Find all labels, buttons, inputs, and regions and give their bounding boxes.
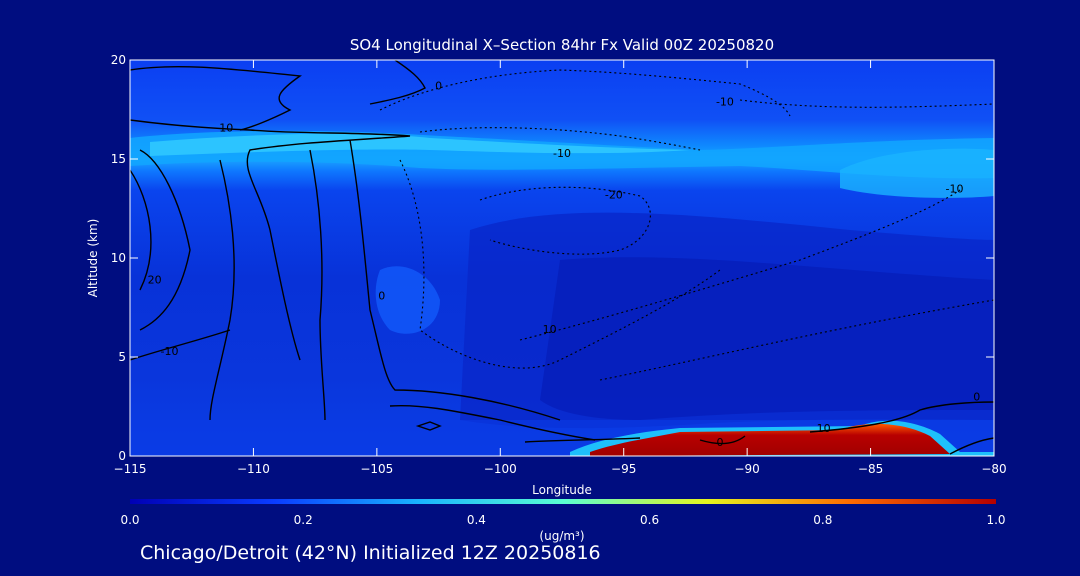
- y-tick-label: 5: [118, 350, 126, 364]
- contour-line: [524, 437, 641, 443]
- concentration-field: [130, 60, 994, 456]
- contour-line: [130, 169, 152, 291]
- emission-plume: [590, 423, 950, 456]
- x-tick-label: −80: [981, 462, 1006, 476]
- contour-line: [699, 435, 746, 445]
- colorbar-ticks: 0.0 0.2 0.4 0.6 0.8 1.0: [120, 513, 1005, 527]
- contour-labels: 10 0 -10 -10 -20 -10 20 0 10 -10 10 0 0: [148, 80, 981, 449]
- colorbar-label: (ug/m³): [539, 529, 584, 543]
- colorbar-tick-label: 0.8: [813, 513, 832, 527]
- contour-label: 10: [817, 422, 831, 435]
- contour-line: [419, 127, 701, 151]
- contour-line: [415, 421, 442, 431]
- contour-label: 10: [543, 323, 557, 336]
- contour-label: 0: [435, 80, 442, 93]
- contour-line: [389, 404, 596, 441]
- contour-line: [519, 189, 961, 341]
- x-tick-label: −85: [858, 462, 883, 476]
- contour-label: 10: [219, 121, 233, 134]
- y-tick-label: 0: [118, 449, 126, 463]
- contour-label: -10: [716, 96, 734, 109]
- x-tick-label: −100: [484, 462, 517, 476]
- contour-line: [139, 149, 191, 331]
- y-tick-label: 20: [111, 53, 126, 67]
- contour-label: -10: [946, 183, 964, 196]
- y-tick-label: 15: [111, 152, 126, 166]
- contour-line: [369, 60, 426, 105]
- colorbar-tick-label: 0.6: [640, 513, 659, 527]
- y-tick-label: 10: [111, 251, 126, 265]
- colorbar-tick-label: 0.0: [120, 513, 139, 527]
- colorbar: [130, 499, 996, 504]
- contour-lines: [130, 60, 994, 455]
- contour-line: [399, 159, 721, 369]
- contour-label: 20: [148, 274, 162, 287]
- contour-line: [349, 139, 561, 421]
- y-axis-label: Altitude (km): [86, 219, 100, 298]
- contour-line: [209, 159, 235, 421]
- colorbar-tick-label: 0.2: [294, 513, 313, 527]
- x-tick-label: −105: [360, 462, 393, 476]
- x-tick-label: −110: [237, 462, 270, 476]
- contour-label: 0: [973, 391, 980, 404]
- x-axis-label: Longitude: [532, 483, 592, 497]
- contour-label: 0: [716, 436, 723, 449]
- colorbar-tick-label: 1.0: [986, 513, 1005, 527]
- run-subtitle: Chicago/Detroit (42°N) Initialized 12Z 2…: [140, 542, 601, 564]
- contour-line: [130, 119, 411, 361]
- low-dark-region: [540, 257, 994, 420]
- contour-label: -10: [553, 147, 571, 160]
- x-tick-label: −115: [114, 462, 147, 476]
- contour-line: [379, 69, 791, 117]
- contour-line: [130, 65, 302, 131]
- contour-line: [130, 329, 231, 361]
- y-axis: 0 5 10 15 20: [111, 53, 994, 463]
- contour-label: 0: [378, 290, 385, 303]
- contour-line: [739, 99, 994, 108]
- contour-label: -10: [161, 345, 179, 358]
- colorbar-tick-label: 0.4: [467, 513, 486, 527]
- chart-title: SO4 Longitudinal X–Section 84hr Fx Valid…: [350, 36, 774, 54]
- contour-line: [949, 437, 994, 455]
- x-tick-label: −95: [611, 462, 636, 476]
- east-cyan-lobe: [840, 148, 994, 198]
- contour-label: -20: [605, 189, 623, 202]
- contour-line: [479, 186, 651, 255]
- contour-line: [309, 149, 326, 421]
- negative-contour-lines: [379, 69, 994, 381]
- x-tick-label: −90: [734, 462, 759, 476]
- x-axis: −115 −110 −105 −100 −95 −90 −85 −80: [114, 60, 1007, 476]
- upper-peak-band: [150, 133, 690, 156]
- contour-line: [809, 401, 994, 433]
